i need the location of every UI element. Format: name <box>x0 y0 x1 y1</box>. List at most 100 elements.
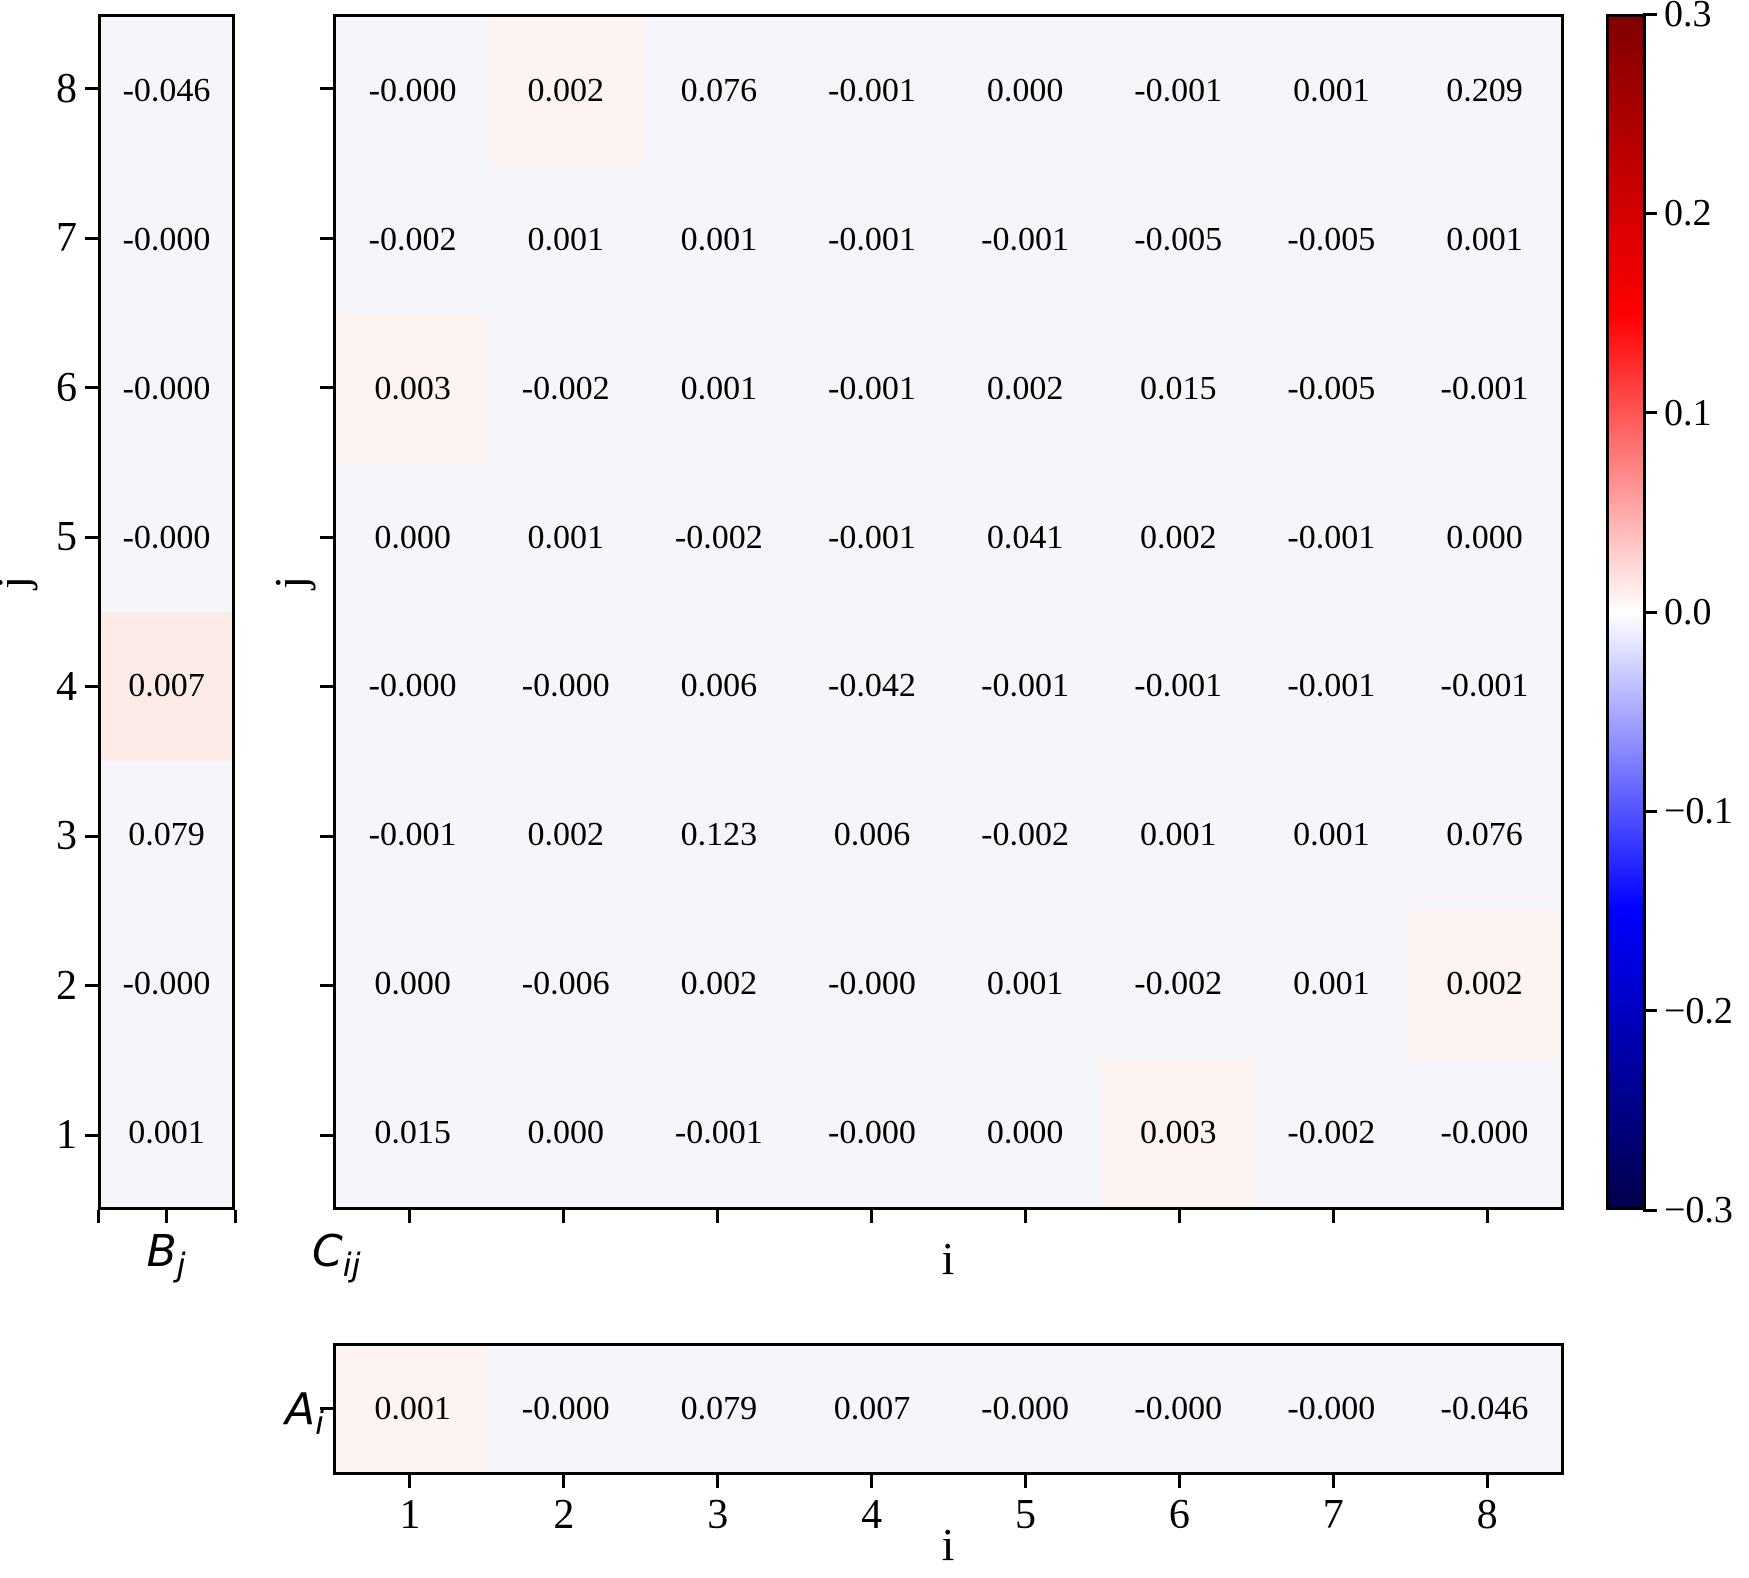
tick-mark <box>1177 1475 1181 1488</box>
a-panel-label: Ai <box>285 1384 324 1442</box>
tick-mark <box>320 984 333 988</box>
a-heatmap-cell: -0.000 <box>948 1346 1102 1472</box>
c-heatmap-cell: -0.002 <box>1101 909 1255 1059</box>
c-heatmap-cell: -0.001 <box>642 1058 796 1207</box>
tick-mark <box>320 87 333 91</box>
colorbar-tick-label: 0.1 <box>1664 391 1712 434</box>
tick-mark <box>870 1210 874 1223</box>
c-heatmap-cell: 0.000 <box>336 909 490 1059</box>
c-heatmap-cell: -0.000 <box>1407 1058 1561 1207</box>
b-heatmap-cell: -0.000 <box>101 165 232 315</box>
tick-mark <box>1177 1210 1181 1223</box>
c-heatmap-cell: 0.001 <box>642 314 796 464</box>
a-axis-ytick <box>320 1407 333 1410</box>
x-tick-label: 4 <box>861 1492 883 1538</box>
c-heatmap-cell: 0.003 <box>1101 1058 1255 1207</box>
tick-mark <box>716 1475 720 1488</box>
tick-mark <box>85 535 98 539</box>
c-heatmap-cell: -0.002 <box>642 463 796 612</box>
c-panel-label: Cij <box>312 1226 361 1284</box>
tick-mark <box>562 1475 566 1488</box>
c-heatmap-cell: -0.001 <box>948 612 1102 761</box>
colorbar-tick-label: 0.0 <box>1664 591 1712 633</box>
c-heatmap-cell: -0.000 <box>336 17 490 166</box>
a-axis-xlabel-i: i <box>941 1519 955 1570</box>
c-heatmap-cell: -0.001 <box>336 760 490 910</box>
c-heatmap-cell: 0.041 <box>948 463 1102 612</box>
tick-mark <box>320 535 333 539</box>
c-heatmap-cell: -0.000 <box>795 909 949 1059</box>
tick-mark <box>165 1210 168 1223</box>
c-heatmap-cell: 0.001 <box>1254 909 1408 1059</box>
c-heatmap-cell: 0.001 <box>1254 17 1408 166</box>
tick-mark <box>408 1475 412 1488</box>
tick-mark <box>1643 1208 1657 1212</box>
c-heatmap-cell: -0.001 <box>1407 314 1561 464</box>
x-tick-label: 5 <box>1014 1492 1036 1538</box>
c-heatmap-cell: 0.002 <box>489 17 643 166</box>
a-heatmap-cell: 0.001 <box>336 1346 490 1472</box>
c-heatmap-cell: -0.005 <box>1101 165 1255 315</box>
tick-mark <box>233 1210 237 1223</box>
c-heatmap-cell: 0.000 <box>948 17 1102 166</box>
c-heatmap-cell: 0.000 <box>489 1058 643 1207</box>
tick-mark <box>1485 1475 1489 1488</box>
c-heatmap-cell: 0.001 <box>1101 760 1255 910</box>
tick-mark <box>320 685 333 689</box>
tick-mark <box>85 834 98 838</box>
c-heatmap-cell: -0.042 <box>795 612 949 761</box>
c-heatmap-cell: 0.001 <box>489 463 643 612</box>
colorbar-tick-label: 0.3 <box>1664 0 1712 35</box>
tick-mark <box>716 1210 720 1223</box>
c-heatmap-cell: 0.001 <box>1254 760 1408 910</box>
tick-mark <box>1643 411 1657 415</box>
y-tick-label: 6 <box>56 364 77 411</box>
x-tick-label: 3 <box>707 1492 729 1538</box>
tick-mark <box>1331 1475 1335 1488</box>
tick-mark <box>1023 1475 1027 1488</box>
b-heatmap-cell: -0.046 <box>101 17 232 166</box>
c-heatmap-cell: 0.002 <box>948 314 1102 464</box>
c-heatmap-cell: 0.003 <box>336 314 490 464</box>
c-heatmap-cell: 0.001 <box>948 909 1102 1059</box>
tick-mark <box>870 1475 874 1488</box>
x-tick-label: 8 <box>1476 1492 1498 1538</box>
c-heatmap-cell: 0.000 <box>948 1058 1102 1207</box>
a-heatmap-cell: -0.046 <box>1407 1346 1561 1472</box>
a-heatmap-cell: -0.000 <box>489 1346 643 1472</box>
a-axis-xticks <box>333 1475 1564 1489</box>
c-heatmap-cell: -0.001 <box>795 17 949 166</box>
c-heatmap-cell: 0.076 <box>642 17 796 166</box>
c-heatmap-cell: -0.000 <box>489 612 643 761</box>
c-axis-xlabel-i: i <box>941 1233 955 1284</box>
tick-mark <box>85 685 98 689</box>
c-heatmap-cell: 0.123 <box>642 760 796 910</box>
colorbar-tick-labels: 0.3 0.2 0.1 0.0 −0.1 −0.2 −0.3 <box>1664 0 1749 1231</box>
c-axis-ylabel-j: j <box>264 576 316 589</box>
c-heatmap-cell: 0.001 <box>489 165 643 315</box>
y-tick-label: 4 <box>56 663 77 710</box>
tick-mark <box>85 236 98 240</box>
c-heatmap-cell: 0.015 <box>1101 314 1255 464</box>
c-heatmap-cell: -0.001 <box>795 463 949 612</box>
c-heatmap: -0.000 0.002 0.076 -0.001 0.000 -0.001 0.001 0.… <box>333 14 1564 1210</box>
a-heatmap-cell: -0.000 <box>1254 1346 1408 1472</box>
b-heatmap-cell: -0.000 <box>101 909 232 1059</box>
a-heatmap: 0.001 -0.000 0.079 0.007 -0.000 -0.000 -0.000-… <box>333 1343 1564 1475</box>
c-heatmap-cell: -0.002 <box>1254 1058 1408 1207</box>
c-heatmap-cell: -0.000 <box>795 1058 949 1207</box>
tick-mark <box>1643 12 1657 16</box>
c-heatmap-cell: -0.006 <box>489 909 643 1059</box>
c-heatmap-cell: -0.001 <box>1101 17 1255 166</box>
tick-mark <box>320 386 333 390</box>
tick-mark <box>408 1210 412 1223</box>
b-heatmap-cell: 0.007 <box>101 612 232 761</box>
x-tick-label: 7 <box>1322 1492 1344 1538</box>
c-heatmap-cell: -0.002 <box>948 760 1102 910</box>
tick-mark <box>1643 809 1657 813</box>
y-tick-label: 1 <box>56 1112 77 1159</box>
a-heatmap-cell: -0.000 <box>1101 1346 1255 1472</box>
y-tick-label: 3 <box>56 813 77 860</box>
y-tick-label: 7 <box>56 215 77 262</box>
tick-mark <box>320 834 333 838</box>
